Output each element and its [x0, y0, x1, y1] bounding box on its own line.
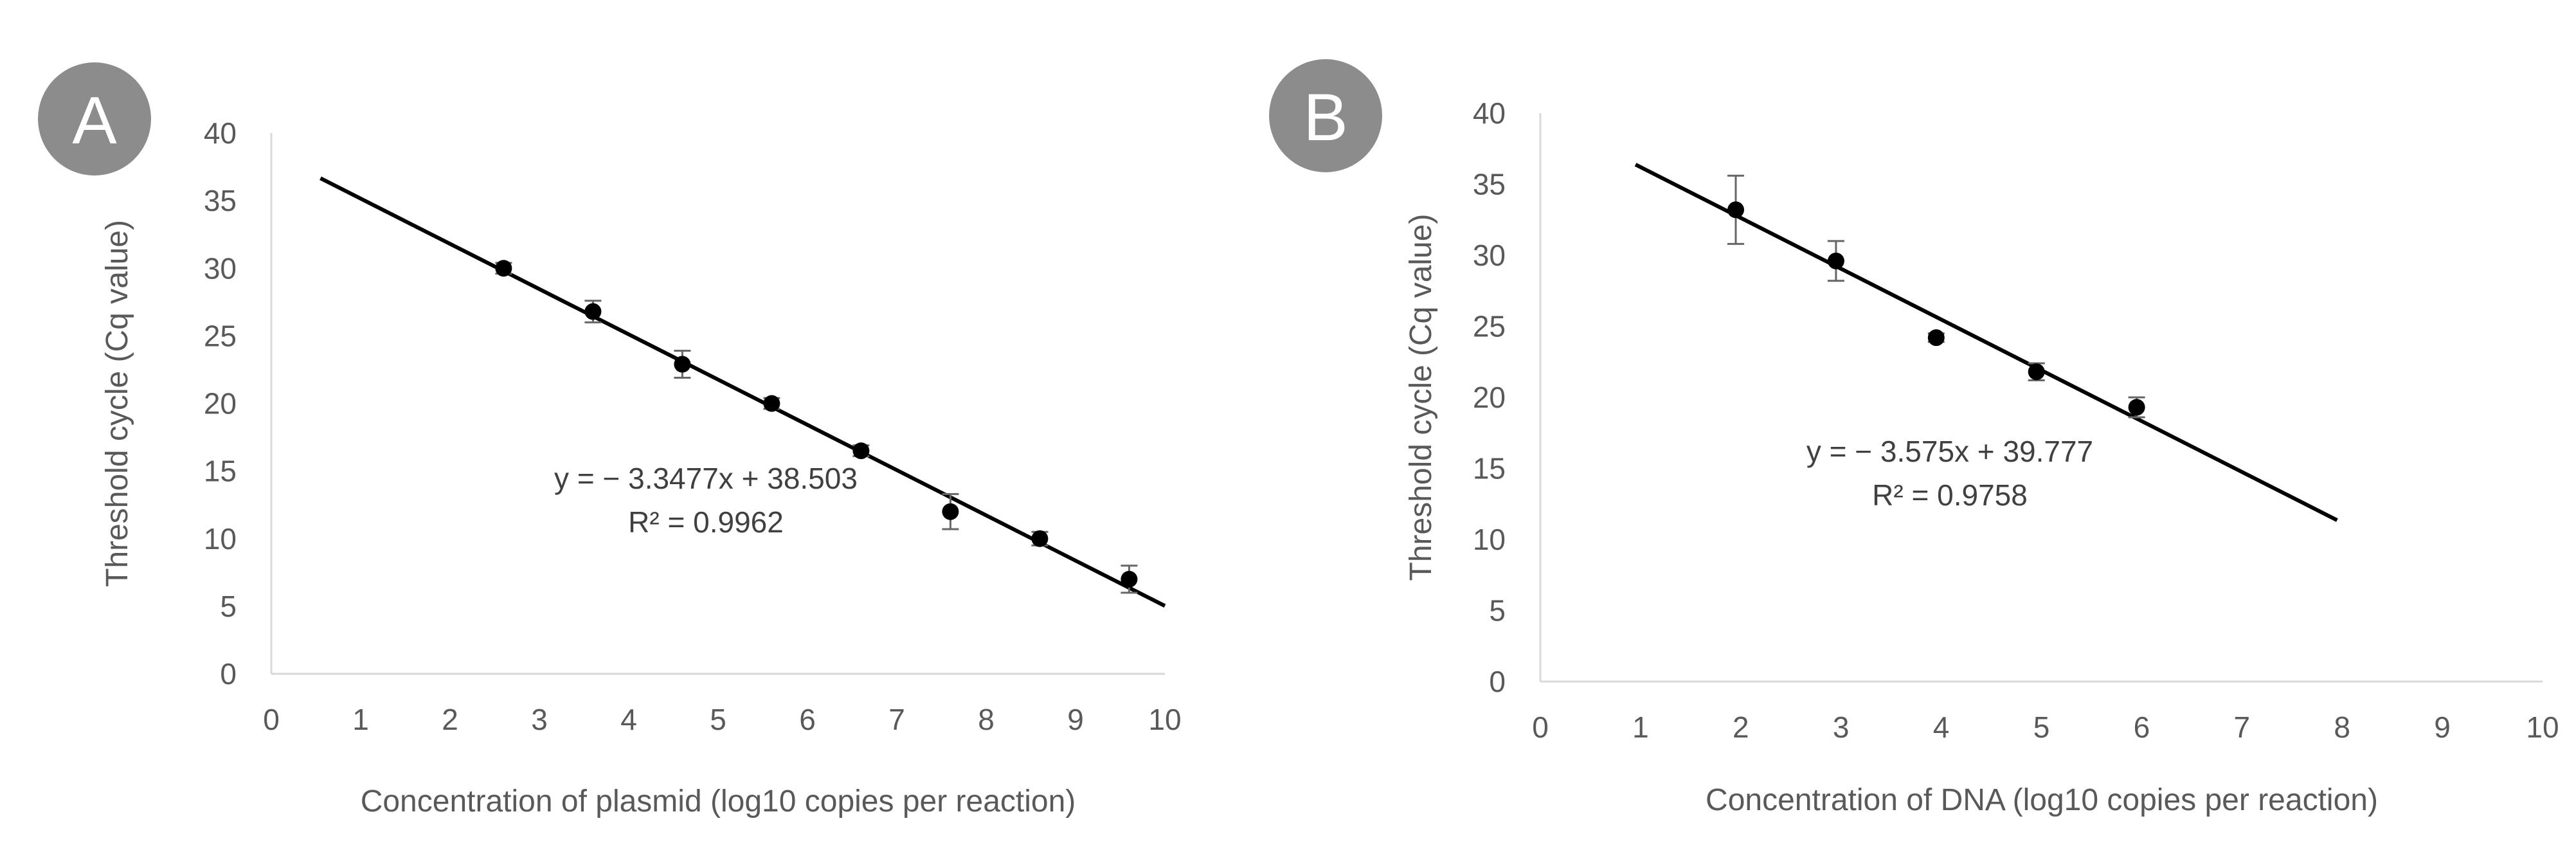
panel-b-x-tick-label: 8 [2334, 710, 2350, 744]
panel-b-regression-equation: y = − 3.575x + 39.777 [1806, 435, 2093, 468]
panel-a-y-tick-label: 10 [204, 522, 237, 556]
panel-a-y-tick-label: 5 [220, 590, 237, 623]
panel-a-x-tick-label: 1 [352, 703, 369, 736]
panel-a-badge-label: A [72, 84, 117, 158]
panel-a-r-squared: R² = 0.9962 [628, 505, 784, 539]
panel-a-data-point [674, 356, 691, 373]
panel-b-data-point [1827, 252, 1844, 269]
panel-a-y-tick-label: 15 [204, 455, 237, 488]
panel-b-x-tick-label: 5 [2033, 710, 2050, 744]
panel-b-x-tick-label: 4 [1933, 710, 1950, 744]
panel-a-data-point [942, 503, 959, 520]
panel-a-data-point [852, 442, 870, 460]
panel-b-y-tick-label: 35 [1473, 168, 1506, 201]
panel-b-x-tick-label: 3 [1833, 710, 1850, 744]
panel-a-x-tick-label: 6 [799, 703, 816, 736]
panel-b-x-tick-label: 1 [1632, 710, 1649, 744]
panel-b-y-tick-label: 5 [1489, 594, 1506, 628]
panel-a-y-tick-label: 0 [220, 657, 237, 691]
panel-a-data-point [763, 395, 780, 412]
panel-b-x-tick-label: 10 [2526, 710, 2559, 744]
panel-b-y-tick-label: 20 [1473, 381, 1506, 414]
panel-a-x-tick-label: 8 [978, 703, 995, 736]
panel-a-x-tick-label: 5 [710, 703, 726, 736]
panel-a-y-tick-label: 25 [204, 319, 237, 352]
panel-a-data-point [495, 260, 512, 277]
panel-a-x-tick-label: 2 [442, 703, 458, 736]
panel-b-data-point [1727, 201, 1745, 219]
panel-a-badge [38, 62, 151, 176]
panel-a-data-point [1121, 570, 1138, 588]
panel-b-badge [1269, 59, 1382, 172]
panel-a-x-tick-label: 9 [1067, 703, 1084, 736]
panel-b-chart: B 0 1 2 3 4 5 6 7 8 9 10 0 5 10 15 20 25 30 35 40 Concentrati… [1269, 59, 2559, 817]
panel-b-data-point [2128, 399, 2145, 416]
panel-b-y-axis-title: Threshold cycle (Cq value) [1404, 214, 1438, 581]
panel-a-x-tick-label: 4 [620, 703, 637, 736]
panel-b-trend-line [1634, 163, 2338, 522]
panel-a-data-point [584, 303, 602, 320]
panel-b-x-tick-label: 9 [2434, 710, 2451, 744]
panel-b-y-tick-label: 10 [1473, 523, 1506, 556]
panel-b-badge-label: B [1303, 80, 1347, 155]
panel-a-x-tick-label: 0 [263, 703, 280, 736]
panel-b-x-axis-title: Concentration of DNA (log10 copies per r… [1706, 783, 2378, 817]
panel-a-data-point [1031, 530, 1049, 547]
panel-b-y-tick-label: 0 [1489, 665, 1506, 698]
panel-a-y-tick-label: 40 [204, 116, 237, 150]
panel-b-data-point [2028, 363, 2045, 381]
panel-b-x-tick-label: 7 [2234, 710, 2251, 744]
panel-a-x-tick-label: 10 [1148, 703, 1181, 736]
panel-a-x-axis-title: Concentration of plasmid (log10 copies p… [361, 784, 1076, 818]
panel-b-y-tick-label: 25 [1473, 310, 1506, 343]
panel-b-data-point [1927, 329, 1945, 347]
panel-a-y-axis-title: Threshold cycle (Cq value) [100, 220, 134, 587]
panel-b-y-tick-label: 15 [1473, 452, 1506, 485]
panel-a-x-tick-label: 3 [531, 703, 548, 736]
panel-b-y-tick-label: 40 [1473, 96, 1506, 130]
panel-b-r-squared: R² = 0.9758 [1872, 478, 2028, 512]
panel-a-trend-line [320, 176, 1166, 608]
panel-a-regression-equation: y = − 3.3477x + 38.503 [554, 462, 858, 495]
panel-b-x-tick-label: 2 [1733, 710, 1749, 744]
panel-a-x-tick-label: 7 [888, 703, 905, 736]
panel-a-chart: A 0 1 2 3 4 5 6 7 8 9 10 0 5 10 15 20 25 30 35 40 Concentrati… [38, 62, 1182, 818]
panel-b-x-tick-label: 0 [1532, 710, 1549, 744]
panel-a-y-tick-label: 30 [204, 251, 237, 285]
panel-a-y-tick-label: 20 [204, 387, 237, 420]
panel-a-y-tick-label: 35 [204, 184, 237, 217]
panel-b-y-tick-label: 30 [1473, 239, 1506, 272]
panel-b-x-tick-label: 6 [2134, 710, 2150, 744]
